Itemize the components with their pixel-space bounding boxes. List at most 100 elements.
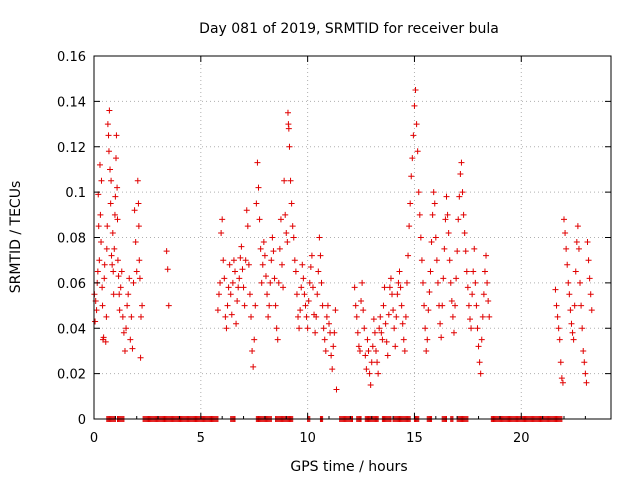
data-point — [484, 279, 491, 286]
data-point — [129, 345, 136, 352]
data-point — [555, 325, 562, 332]
data-point — [238, 243, 245, 250]
data-point — [139, 302, 146, 309]
data-point — [267, 279, 274, 286]
data-point — [318, 279, 325, 286]
data-point — [586, 275, 593, 282]
data-point — [400, 336, 407, 343]
data-point — [114, 184, 121, 191]
data-point — [557, 359, 564, 366]
data-point — [579, 325, 586, 332]
data-point — [424, 336, 431, 343]
data-point — [449, 313, 456, 320]
data-point — [262, 273, 269, 280]
data-point — [266, 302, 273, 309]
data-point — [273, 325, 280, 332]
data-point — [320, 325, 327, 332]
data-point — [321, 336, 328, 343]
data-point — [562, 229, 569, 236]
data-point — [559, 379, 566, 386]
data-point — [415, 189, 422, 196]
data-point — [385, 311, 392, 318]
data-point — [283, 229, 290, 236]
data-point — [575, 245, 582, 252]
data-point — [387, 275, 394, 282]
data-point — [391, 325, 398, 332]
data-point — [224, 302, 231, 309]
data-point — [276, 245, 283, 252]
data-point — [214, 307, 221, 314]
data-point — [563, 245, 570, 252]
data-point — [291, 257, 298, 264]
data-point — [582, 370, 589, 377]
data-point — [581, 359, 588, 366]
data-point — [292, 268, 299, 275]
data-point — [309, 284, 316, 291]
data-point — [407, 200, 414, 207]
data-point — [111, 211, 118, 218]
data-point — [461, 229, 468, 236]
data-point — [469, 291, 476, 298]
x-tick-label: 0 — [90, 431, 98, 446]
data-point — [389, 291, 396, 298]
data-point — [430, 189, 437, 196]
data-point — [280, 284, 287, 291]
y-tick-label: 0.02 — [57, 368, 86, 383]
data-point — [441, 245, 448, 252]
data-point — [104, 223, 111, 230]
data-point — [108, 177, 115, 184]
data-point — [386, 284, 393, 291]
data-point — [220, 257, 227, 264]
data-point — [121, 347, 128, 354]
data-point — [384, 352, 391, 359]
data-point — [307, 263, 314, 270]
data-point — [405, 252, 412, 259]
data-point — [355, 343, 362, 350]
data-point — [470, 268, 477, 275]
data-point — [478, 336, 485, 343]
data-point — [127, 336, 134, 343]
data-point — [296, 325, 303, 332]
data-point — [136, 275, 143, 282]
y-tick-label: 0.1 — [65, 186, 86, 201]
x-tick-label: 15 — [406, 431, 423, 446]
data-point — [137, 354, 144, 361]
data-point — [483, 252, 490, 259]
data-point — [475, 343, 482, 350]
data-point — [100, 334, 107, 341]
data-point — [572, 268, 579, 275]
data-point — [421, 302, 428, 309]
data-point — [274, 336, 281, 343]
data-point — [474, 325, 481, 332]
data-point — [235, 284, 242, 291]
data-point — [452, 302, 459, 309]
data-point — [271, 275, 278, 282]
data-point — [363, 366, 370, 373]
data-point — [567, 307, 574, 314]
data-point — [226, 261, 233, 268]
data-point — [215, 291, 222, 298]
data-point — [361, 325, 368, 332]
data-point — [250, 363, 257, 370]
data-point — [330, 343, 337, 350]
data-point — [379, 336, 386, 343]
data-point — [118, 268, 125, 275]
data-point — [237, 254, 244, 261]
x-axis-label: GPS time / hours — [290, 459, 407, 475]
data-point — [101, 261, 108, 268]
data-point — [358, 298, 365, 305]
data-point — [316, 234, 323, 241]
data-point — [382, 320, 389, 327]
data-point — [125, 291, 132, 298]
data-point — [423, 347, 430, 354]
data-point — [443, 193, 450, 200]
data-point — [257, 245, 264, 252]
data-point — [259, 261, 266, 268]
data-point — [281, 177, 288, 184]
data-point — [438, 334, 445, 341]
data-point — [303, 313, 310, 320]
y-tick-label: 0.06 — [57, 277, 86, 292]
data-point — [332, 307, 339, 314]
data-point — [473, 302, 480, 309]
data-point — [476, 359, 483, 366]
